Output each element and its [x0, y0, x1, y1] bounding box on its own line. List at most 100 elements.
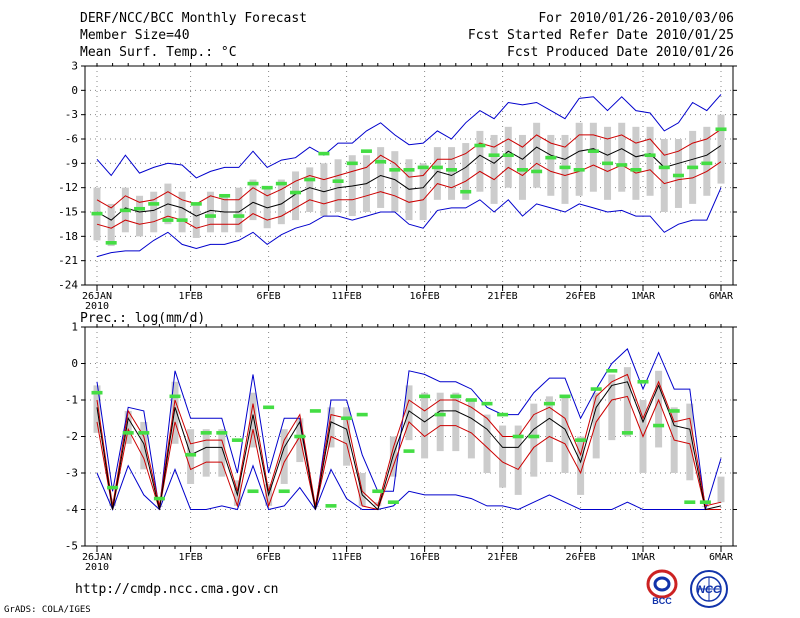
x-tick-label: 16FEB — [410, 291, 440, 302]
max-line — [96, 94, 722, 179]
observed-marker — [512, 434, 524, 439]
y-tick-label: 0 — [71, 84, 78, 97]
x-tick-label: 1MAR — [631, 291, 656, 302]
observed-marker — [531, 169, 543, 174]
spread-box — [674, 139, 682, 208]
lower-line — [96, 395, 721, 511]
bcc-logo-text: BCC — [652, 596, 672, 606]
x-tick-label: 6FEB — [257, 552, 281, 563]
spread-box — [206, 191, 214, 233]
observed-marker — [488, 153, 500, 158]
spread-box — [171, 381, 179, 444]
observed-marker — [431, 165, 443, 170]
observed-marker — [465, 398, 477, 402]
observed-marker — [105, 241, 117, 245]
fcst-produced-date: Fcst Produced Date 2010/01/26 — [507, 45, 734, 60]
mean-line — [96, 381, 722, 511]
source-url[interactable]: http://cmdp.ncc.cma.gov.cn — [75, 582, 279, 597]
observed-marker — [148, 202, 160, 206]
spread-box — [327, 407, 335, 448]
y-tick-label: 1 — [71, 321, 78, 334]
spread-box — [545, 396, 553, 463]
spread-box — [592, 392, 600, 459]
min-line — [96, 187, 722, 258]
spread-box — [249, 392, 257, 448]
observed-marker — [231, 438, 243, 442]
spread-box — [703, 126, 711, 196]
observed-marker — [630, 168, 642, 172]
spread-box — [660, 139, 668, 212]
observed-marker — [261, 185, 273, 190]
spread-box — [280, 429, 288, 484]
ncc-logo: NCC — [690, 570, 728, 608]
y-tick-label: -9 — [65, 157, 78, 170]
observed-marker — [360, 149, 372, 153]
spread-box — [530, 403, 538, 477]
observed-marker — [653, 423, 665, 428]
observed-marker — [474, 143, 486, 148]
x-tick-label: 26FEB — [566, 291, 596, 302]
observed-marker — [119, 208, 131, 213]
observed-marker — [387, 500, 399, 504]
observed-marker — [481, 401, 493, 406]
observed-marker — [122, 431, 134, 435]
spread-box — [320, 163, 328, 217]
variable-label: Mean Surf. Temp.: °C — [80, 45, 237, 60]
header-right: For 2010/01/26-2010/03/06 Fcst Started Re… — [468, 10, 734, 61]
observed-marker — [176, 218, 188, 222]
min-line — [96, 464, 721, 511]
x-tick-label: 16FEB — [410, 552, 440, 563]
spread-box — [306, 167, 314, 212]
observed-marker — [91, 390, 103, 395]
chart-panel-1: 3 0 -3 -6 -9 -12 -15 -18 -21 -24 26JAN 1FEB 6FEB 11FE… — [58, 60, 737, 312]
observed-marker — [290, 190, 302, 195]
spread-box — [448, 147, 456, 200]
spread-box — [405, 385, 413, 441]
observed-marker — [91, 211, 103, 216]
spread-box — [421, 392, 429, 459]
spread-box — [518, 134, 526, 200]
forecast-period: For 2010/01/26-2010/03/06 — [538, 11, 734, 26]
spread-box — [187, 429, 195, 484]
x-tick-label: 11FEB — [332, 291, 362, 302]
fcst-started-date: Fcst Started Refer Date 2010/01/25 — [467, 28, 734, 43]
x-tick-label: 11FEB — [332, 552, 362, 563]
observed-marker — [233, 214, 245, 218]
observed-marker — [190, 202, 202, 206]
observed-marker — [263, 405, 275, 410]
observed-marker — [275, 181, 287, 186]
observed-marker — [356, 412, 368, 417]
spread-box — [467, 400, 475, 459]
spread-box — [235, 187, 243, 233]
x-tick-label: 6MAR — [709, 291, 734, 302]
observed-marker — [658, 165, 670, 170]
x-tick-label: 26JAN — [82, 552, 112, 563]
observed-marker — [590, 387, 602, 391]
observed-marker — [559, 394, 571, 399]
spread-box — [150, 191, 158, 233]
spread-box — [107, 203, 115, 247]
y-tick-label: -4 — [65, 503, 79, 516]
observed-marker — [185, 452, 197, 457]
member-size: Member Size=40 — [80, 28, 190, 43]
year-label: 2010 — [85, 301, 109, 312]
observed-marker — [219, 193, 231, 198]
observed-marker — [672, 173, 684, 178]
observed-marker — [644, 153, 656, 158]
spread-box — [646, 126, 654, 196]
spread-box — [655, 370, 663, 448]
spread-box — [514, 425, 522, 495]
spread-box — [221, 195, 229, 233]
precip-title: Prec.: log(mm/d) — [80, 311, 205, 326]
spread-box — [377, 147, 385, 208]
y-tick-label: -15 — [58, 206, 78, 219]
observed-marker — [375, 159, 387, 164]
observed-marker — [497, 412, 509, 417]
ncc-logo-text: NCC — [697, 584, 722, 596]
spread-box — [202, 429, 210, 477]
spread-box — [717, 476, 725, 503]
observed-marker — [587, 149, 599, 153]
observed-marker — [138, 431, 150, 435]
spread-box — [124, 410, 132, 444]
